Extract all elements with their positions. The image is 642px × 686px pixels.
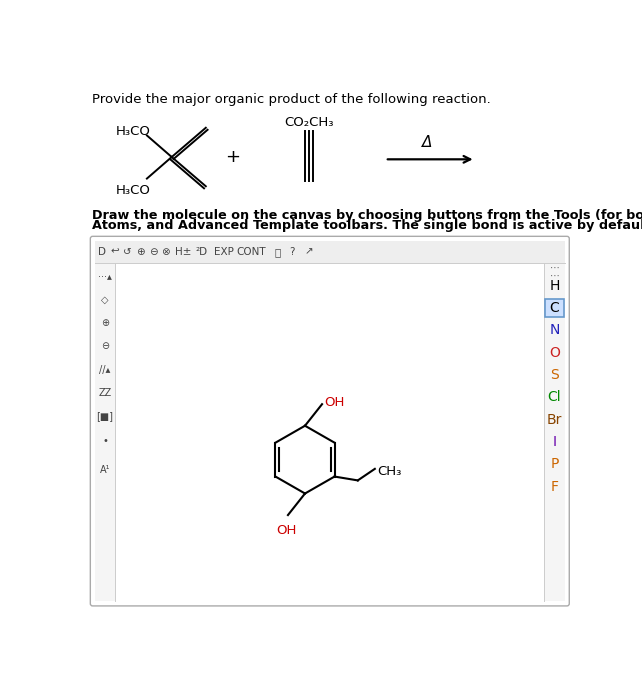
Text: OH: OH (276, 524, 297, 537)
Text: •: • (102, 436, 108, 446)
Text: Cl: Cl (548, 390, 561, 404)
Text: Provide the major organic product of the following reaction.: Provide the major organic product of the… (92, 93, 490, 106)
Text: ◇: ◇ (101, 294, 108, 305)
Text: ↺: ↺ (123, 247, 132, 257)
Text: ⓘ: ⓘ (275, 247, 281, 257)
Text: H±: H± (175, 247, 191, 257)
Bar (95, 263, 115, 602)
Text: F: F (551, 480, 559, 493)
Text: CO₂CH₃: CO₂CH₃ (284, 116, 334, 129)
Text: H: H (550, 279, 560, 293)
Text: ²D: ²D (196, 247, 208, 257)
Text: ···▴: ···▴ (98, 272, 112, 281)
Bar (544, 263, 564, 602)
Text: A¹: A¹ (100, 465, 110, 475)
Bar (95, 241, 564, 263)
FancyBboxPatch shape (91, 236, 569, 606)
Text: CONT: CONT (236, 247, 266, 257)
Text: H₃CO: H₃CO (116, 184, 151, 197)
Text: ↗: ↗ (304, 247, 313, 257)
Text: ⊕: ⊕ (136, 247, 145, 257)
Text: Br: Br (547, 412, 562, 427)
Text: Draw the molecule on the canvas by choosing buttons from the Tools (for bonds),: Draw the molecule on the canvas by choos… (92, 209, 642, 222)
Text: ↩: ↩ (111, 247, 119, 257)
Bar (545, 298, 564, 317)
Text: +: + (225, 148, 240, 166)
Text: EXP: EXP (214, 247, 234, 257)
Text: H₃CO: H₃CO (116, 125, 151, 138)
Text: CH₃: CH₃ (377, 464, 401, 477)
Text: ⊕: ⊕ (101, 318, 109, 327)
Text: Δ: Δ (422, 135, 433, 150)
Text: OH: OH (324, 396, 345, 409)
Text: Atoms, and Advanced Template toolbars. The single bond is active by default.: Atoms, and Advanced Template toolbars. T… (92, 220, 642, 233)
Text: ZZ: ZZ (98, 388, 112, 399)
Text: N: N (550, 323, 560, 338)
Text: D: D (98, 247, 106, 257)
Text: //▴: //▴ (100, 366, 110, 375)
Text: [■]: [■] (96, 412, 114, 421)
Text: ⋯
⋯: ⋯ ⋯ (550, 263, 559, 281)
Text: S: S (550, 368, 559, 382)
Text: ⊖: ⊖ (101, 341, 109, 351)
Text: ⊗: ⊗ (161, 247, 170, 257)
Text: O: O (549, 346, 560, 359)
Text: ⊖: ⊖ (149, 247, 157, 257)
Text: P: P (550, 458, 559, 471)
Text: ?: ? (289, 247, 295, 257)
Text: C: C (550, 301, 559, 315)
Bar (116, 263, 544, 600)
Text: I: I (553, 435, 557, 449)
